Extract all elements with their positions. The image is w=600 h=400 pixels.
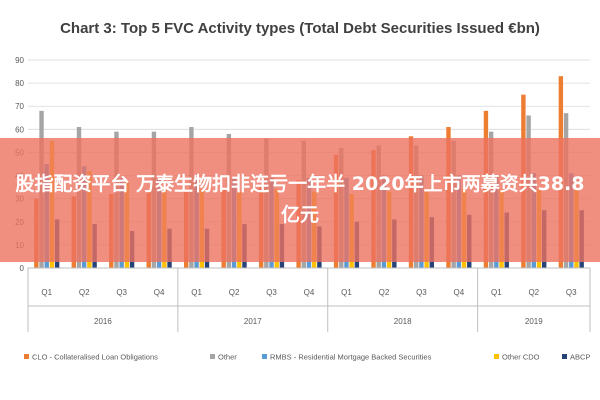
x-axis: Q1 Q2 Q3 Q4 Q1 Q2 Q3 Q4 Q1 Q2 Q3 Q4 Q1 Q2 Q3 2016 2017 20… [27,267,591,332]
x-tick-label: Q4 [454,288,465,297]
x-tick-label: Q1 [341,288,352,297]
legend-label: ABCP [570,353,590,362]
x-tick-label: Q3 [566,288,577,297]
y-tick-label: 0 [20,264,25,273]
year-label: 2017 [244,317,262,326]
x-tick-label: Q2 [379,288,390,297]
x-tick-label: Q3 [116,288,127,297]
legend-swatch [24,354,29,359]
headline-banner: 股指配资平台 万泰生物扣非连亏一年半 2020年上市两募资共38.8亿元 [0,138,600,262]
x-tick-label: Q3 [266,288,277,297]
legend-swatch [210,354,215,359]
year-label: 2016 [94,317,112,326]
year-label: 2019 [525,317,543,326]
legend-swatch [562,354,567,359]
x-tick-label: Q1 [491,288,502,297]
legend: CLO - Collateralised Loan Obligations Oth… [24,353,590,362]
x-tick-label: Q2 [79,288,90,297]
x-tick-label: Q2 [229,288,240,297]
x-tick-label: Q1 [41,288,52,297]
chart-title: Chart 3: Top 5 FVC Activity types (Total… [60,20,540,37]
y-tick-label: 60 [15,125,24,134]
year-label: 2018 [394,317,412,326]
legend-label: Other CDO [502,353,540,362]
x-tick-label: Q1 [191,288,202,297]
x-tick-label: Q4 [154,288,165,297]
legend-swatch [494,354,499,359]
legend-label: RMBS - Residential Mortgage Backed Secur… [270,353,432,362]
legend-swatch [262,354,267,359]
x-tick-label: Q4 [304,288,315,297]
legend-label: Other [218,353,237,362]
x-tick-label: Q2 [528,288,539,297]
headline-text: 股指配资平台 万泰生物扣非连亏一年半 2020年上市两募资共38.8亿元 [15,173,585,226]
legend-label: CLO - Collateralised Loan Obligations [32,353,158,362]
y-tick-label: 80 [15,79,24,88]
y-tick-label: 90 [15,56,24,65]
x-tick-label: Q3 [416,288,427,297]
y-tick-label: 70 [15,102,24,111]
